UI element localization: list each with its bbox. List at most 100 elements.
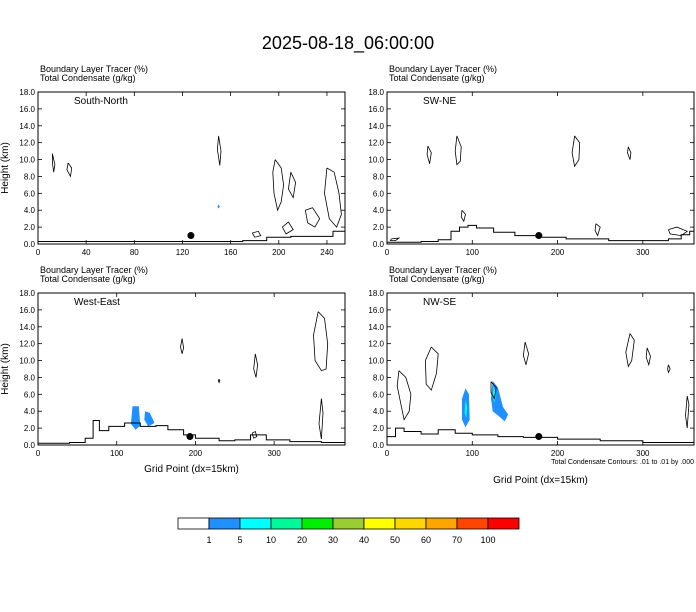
condensate-contour: [217, 378, 221, 384]
x-axis-title: Grid Point (dx=15km): [493, 475, 588, 486]
panel-header-tracer: Boundary Layer Tracer (%): [389, 265, 497, 275]
condensate-contour: [426, 145, 432, 164]
colorbar-swatch: [425, 517, 458, 530]
figure-title: 2025-08-18_06:00:00: [262, 33, 434, 54]
panel-header-condensate: Total Condensate (g/kg): [40, 73, 136, 83]
colorbar-label: 50: [390, 535, 400, 545]
panel-west-east: Boundary Layer Tracer (%)Total Condensat…: [0, 265, 346, 475]
y-tick-label: 8.0: [373, 172, 385, 181]
plot-frame: [386, 91, 695, 245]
condensate-contour: [667, 364, 671, 374]
y-tick-label: 8.0: [24, 373, 36, 382]
y-tick-label: 12.0: [19, 139, 35, 148]
condensate-contour: [251, 430, 258, 439]
condensate-contour: [522, 341, 530, 365]
condensate-contour: [282, 221, 294, 235]
colorbar-label: 100: [480, 535, 495, 545]
panel-label: West-East: [74, 297, 120, 308]
condensate-contour: [304, 207, 321, 228]
condensate-contour: [490, 381, 497, 400]
location-marker: [535, 433, 543, 441]
y-tick-label: 16.0: [19, 105, 35, 114]
y-tick-label: 4.0: [24, 407, 36, 416]
x-tick-label: 0: [36, 449, 41, 458]
y-tick-label: 14.0: [368, 122, 384, 131]
panel-label: NW-SE: [423, 297, 456, 308]
condensate-contour: [318, 398, 324, 440]
y-tick-label: 12.0: [368, 340, 384, 349]
y-tick-label: 18.0: [19, 289, 35, 298]
plot-frame: [386, 292, 695, 446]
colorbar-label: 10: [266, 535, 276, 545]
condensate-contour: [627, 146, 632, 160]
y-tick-label: 16.0: [368, 306, 384, 315]
condensate-contour: [253, 353, 259, 378]
x-tick-label: 200: [272, 248, 286, 257]
condensate-contour: [645, 347, 651, 367]
x-tick-label: 300: [636, 248, 650, 257]
colorbar-label: 40: [359, 535, 369, 545]
colorbar-swatch: [208, 517, 241, 530]
x-tick-label: 160: [224, 248, 238, 257]
x-tick-label: 240: [320, 248, 334, 257]
x-tick-label: 300: [267, 449, 281, 458]
tracer-fill-region: [144, 411, 155, 427]
x-tick-label: 100: [110, 449, 124, 458]
y-tick-label: 12.0: [368, 139, 384, 148]
y-tick-label: 10.0: [368, 357, 384, 366]
colorbar-swatch: [487, 517, 520, 530]
condensate-contour: [180, 338, 185, 354]
condensate-contour: [594, 223, 601, 237]
panel-header-condensate: Total Condensate (g/kg): [40, 274, 136, 284]
x-tick-label: 120: [176, 248, 190, 257]
y-tick-label: 6.0: [24, 189, 36, 198]
y-tick-label: 4.0: [373, 206, 385, 215]
panel-sw-ne: Boundary Layer Tracer (%)Total Condensat…: [368, 64, 695, 257]
y-tick-label: 2.0: [373, 424, 385, 433]
y-tick-label: 4.0: [24, 206, 36, 215]
y-tick-label: 0.0: [373, 240, 385, 249]
colorbar-label: 30: [328, 535, 338, 545]
colorbar-label: 60: [421, 535, 431, 545]
y-tick-label: 6.0: [373, 189, 385, 198]
location-marker: [186, 433, 194, 441]
y-tick-label: 18.0: [368, 88, 384, 97]
condensate-contour: [287, 172, 297, 199]
colorbar-swatch: [301, 517, 334, 530]
y-tick-label: 0.0: [24, 240, 36, 249]
panel-header-tracer: Boundary Layer Tracer (%): [40, 265, 148, 275]
condensate-contour: [324, 167, 342, 228]
condensate-contour: [396, 370, 412, 421]
tracer-fill-region: [464, 400, 468, 418]
condensate-contour: [272, 159, 285, 212]
condensate-contour: [424, 346, 439, 391]
x-tick-label: 40: [82, 248, 91, 257]
location-marker: [187, 232, 195, 240]
y-tick-label: 18.0: [19, 88, 35, 97]
x-tick-label: 100: [466, 449, 480, 458]
y-axis-title: Height (km): [0, 142, 11, 194]
condensate-contour: [251, 230, 262, 238]
x-tick-label: 0: [385, 248, 390, 257]
terrain-line: [38, 420, 345, 444]
y-tick-label: 10.0: [19, 156, 35, 165]
x-tick-label: 0: [36, 248, 41, 257]
x-tick-label: 100: [466, 248, 480, 257]
condensate-contour: [460, 209, 466, 223]
y-tick-label: 16.0: [19, 306, 35, 315]
plot-frame: [37, 292, 346, 446]
terrain-line: [387, 224, 695, 243]
condensate-contour: [389, 237, 401, 242]
y-tick-label: 8.0: [373, 373, 385, 382]
colorbar-label: 20: [297, 535, 307, 545]
colorbar-swatch: [177, 517, 210, 530]
y-tick-label: 2.0: [24, 424, 36, 433]
terrain-line: [38, 227, 346, 242]
y-tick-label: 14.0: [368, 323, 384, 332]
condensate-contour: [571, 135, 581, 168]
terrain-line: [387, 427, 695, 444]
condensate-contour: [216, 135, 222, 166]
colorbar: 1 5 10 20 30 40 50 60 70 100: [177, 517, 520, 545]
colorbar-label: 70: [452, 535, 462, 545]
